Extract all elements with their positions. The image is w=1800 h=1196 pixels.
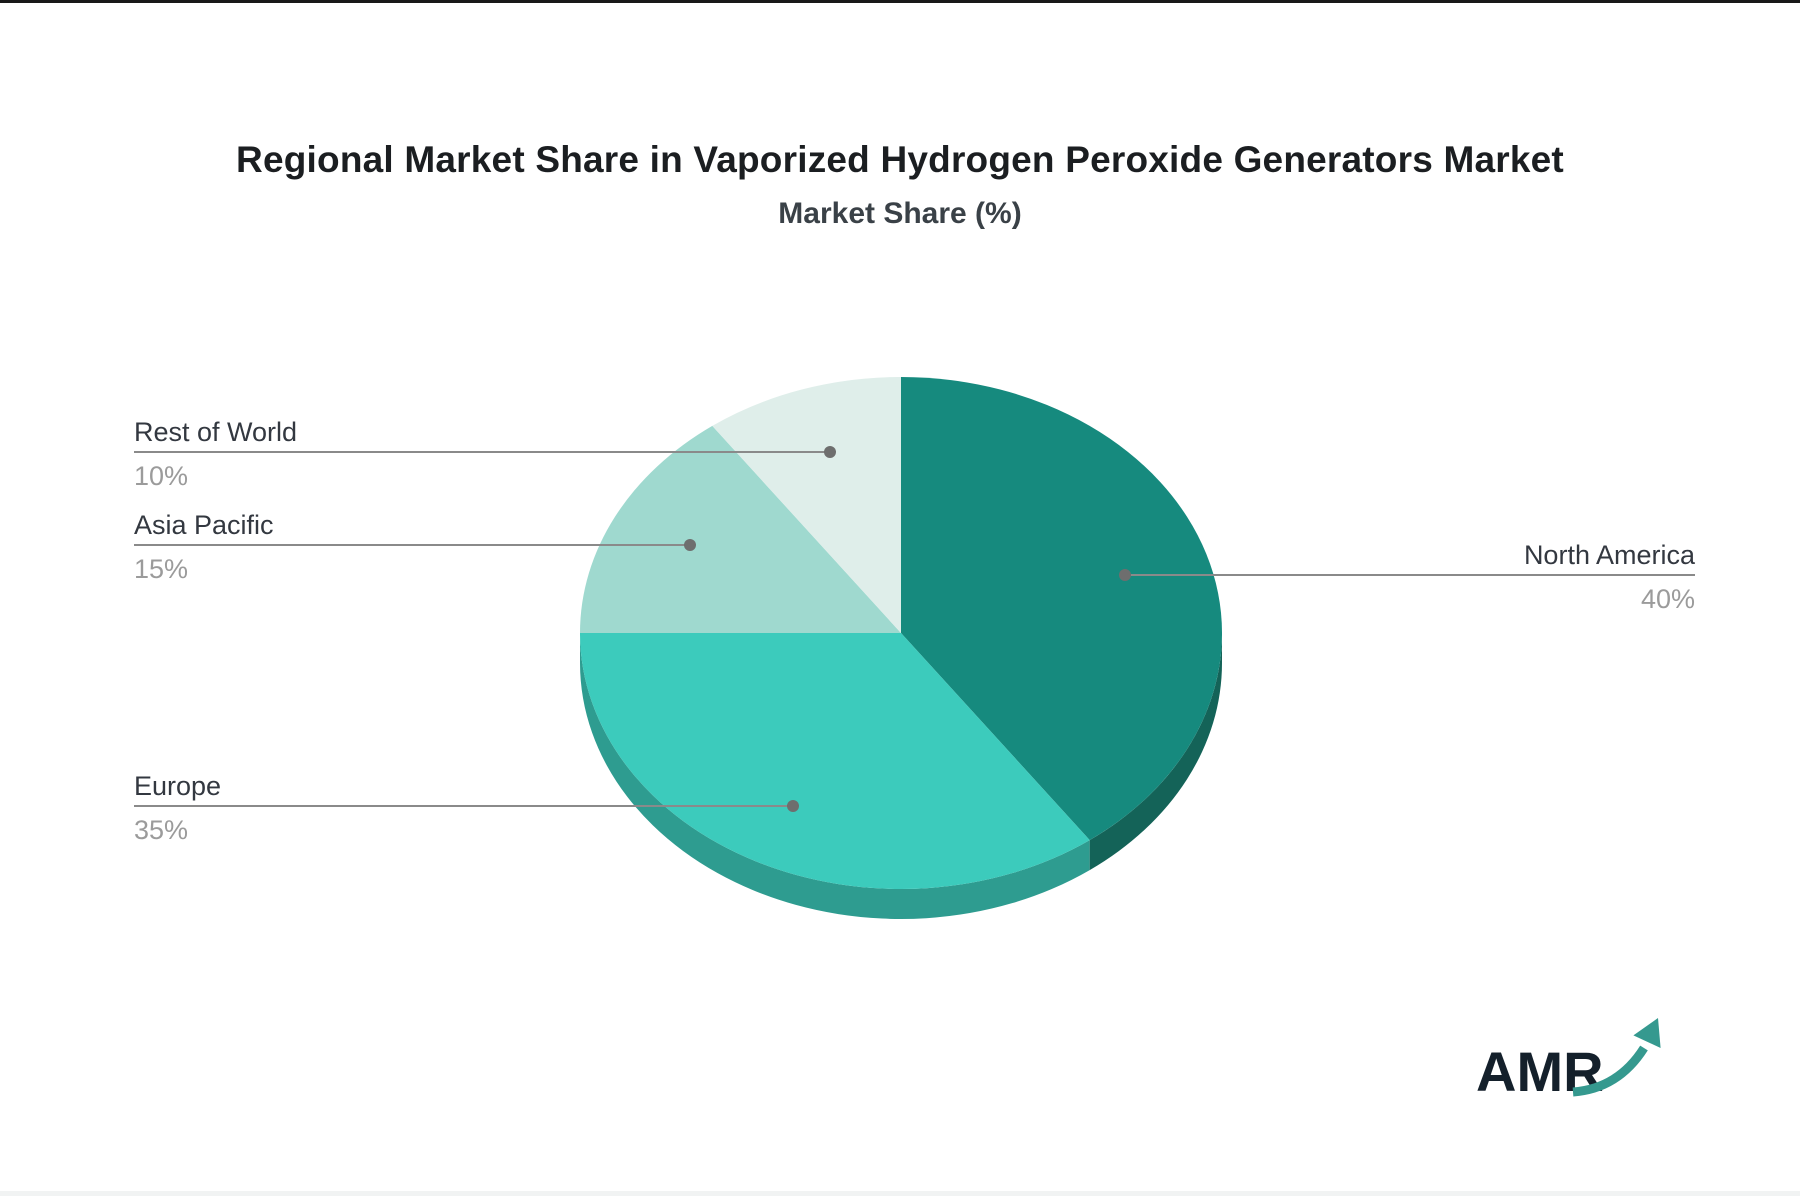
chart-subtitle: Market Share (%) [778,197,1022,230]
pie-slice-rest-of-world[interactable] [712,377,901,633]
value-europe: 35% [134,815,189,845]
top-border [0,0,1800,3]
pie-slice-north-america[interactable] [901,377,1223,841]
label-asia-pacific: Asia Pacific [134,510,274,540]
callout-dot-rest-of-world [824,446,836,458]
label-north-america: North America [1523,540,1695,570]
pie-slice-asia-pacific[interactable] [580,425,901,633]
bottom-border [0,1191,1800,1196]
pie-side-north-america [1089,633,1222,871]
pie-side-europe [580,633,1090,920]
amr-logo: AMR [1476,1018,1716,1132]
chart-title: Regional Market Share in Vaporized Hydro… [236,139,1564,180]
callout-dot-asia-pacific [684,539,696,551]
callout-dot-north-america [1119,569,1131,581]
amr-logo-arrow-icon [1572,1018,1661,1097]
value-asia-pacific: 15% [134,554,189,584]
callout-dot-europe [787,800,799,812]
pie-slice-europe[interactable] [580,633,1090,890]
label-rest-of-world: Rest of World [134,417,298,447]
value-north-america: 40% [1640,584,1695,614]
label-europe: Europe [134,771,222,801]
value-rest-of-world: 10% [134,461,189,491]
